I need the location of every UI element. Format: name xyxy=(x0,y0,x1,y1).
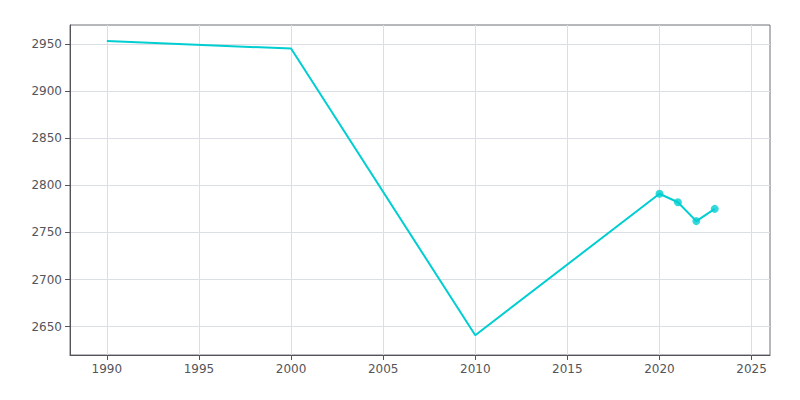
svg-text:2850: 2850 xyxy=(31,131,62,145)
svg-text:2800: 2800 xyxy=(31,178,62,192)
svg-text:2900: 2900 xyxy=(31,84,62,98)
svg-text:2700: 2700 xyxy=(31,273,62,287)
svg-text:1990: 1990 xyxy=(92,362,123,376)
svg-text:2950: 2950 xyxy=(31,37,62,51)
svg-text:2020: 2020 xyxy=(644,362,675,376)
svg-text:2005: 2005 xyxy=(368,362,399,376)
svg-text:1995: 1995 xyxy=(184,362,215,376)
svg-text:2650: 2650 xyxy=(31,320,62,334)
svg-text:2015: 2015 xyxy=(552,362,583,376)
svg-text:2750: 2750 xyxy=(31,225,62,239)
svg-text:2000: 2000 xyxy=(276,362,307,376)
svg-text:2025: 2025 xyxy=(736,362,767,376)
svg-text:2010: 2010 xyxy=(460,362,491,376)
